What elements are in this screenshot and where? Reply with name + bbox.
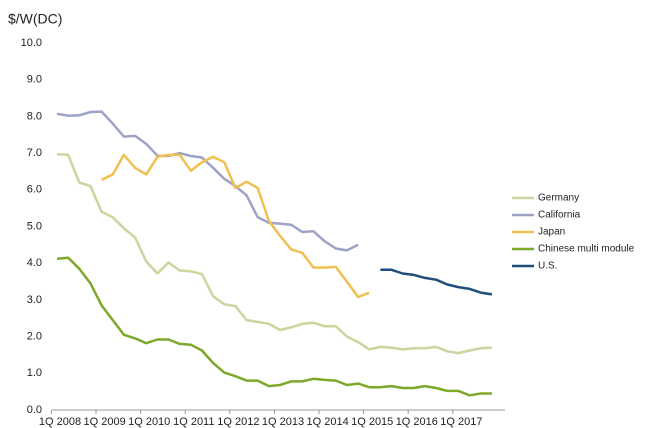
series-line	[56, 110, 359, 252]
x-tick-label: 1Q 2017	[440, 416, 482, 428]
y-tick-label: 3.0	[27, 294, 42, 306]
y-axis-label: $/W(DC)	[8, 11, 62, 27]
y-tick-label: 1.0	[27, 367, 42, 379]
x-tick-label: 1Q 2010	[128, 416, 170, 428]
x-tick-label: 1Q 2013	[262, 416, 304, 428]
legend-label: Japan	[538, 227, 565, 238]
series-line	[101, 153, 370, 299]
series-line	[56, 152, 492, 355]
x-tick-label: 1Q 2016	[396, 416, 438, 428]
x-tick-label: 1Q 2009	[83, 416, 125, 428]
legend-label: U.S.	[538, 261, 557, 272]
x-tick-label: 1Q 2012	[217, 416, 259, 428]
y-tick-label: 0.0	[27, 404, 42, 416]
x-tick-label: 1Q 2008	[39, 416, 81, 428]
x-tick-label: 1Q 2014	[306, 416, 348, 428]
x-tick-label: 1Q 2015	[351, 416, 393, 428]
y-tick-label: 9.0	[27, 74, 42, 86]
legend-label: Chinese multi module	[538, 244, 635, 255]
y-tick-label: 4.0	[27, 257, 42, 269]
y-tick-label: 2.0	[27, 331, 42, 343]
y-tick-label: 8.0	[27, 110, 42, 122]
y-tick-label: 10.0	[21, 37, 42, 49]
legend-label: Germany	[538, 193, 579, 204]
x-tick-label: 1Q 2011	[173, 416, 214, 428]
series-line	[380, 268, 493, 296]
series-line	[56, 256, 492, 397]
y-tick-label: 7.0	[27, 147, 42, 159]
y-tick-label: 6.0	[27, 184, 42, 196]
legend-label: California	[538, 210, 581, 221]
y-tick-label: 5.0	[27, 220, 42, 232]
